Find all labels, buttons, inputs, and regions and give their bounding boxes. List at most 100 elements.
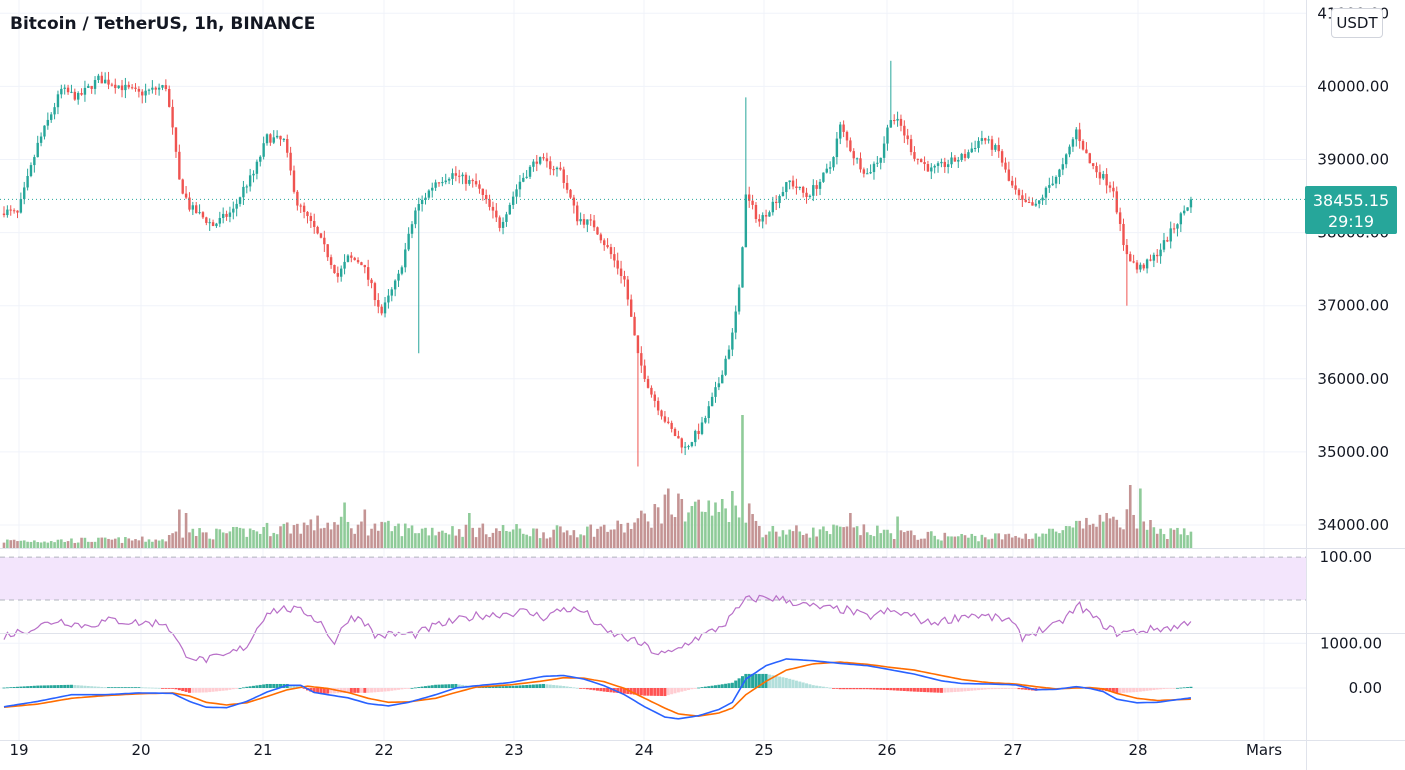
candle [134,83,137,92]
macd-hist-bar [326,688,330,694]
volume-bar [285,522,289,548]
macd-hist-bar [990,688,994,690]
rsi-band-lines [0,556,1306,601]
candle-body [323,237,326,245]
candle [589,214,592,226]
volume-bar [643,513,646,548]
candle-body [103,79,107,84]
volume-bar [289,533,292,548]
volume-bar [380,521,383,548]
volume-bar [441,530,444,548]
macd-hist-bar [373,688,377,693]
candle-body [302,205,306,212]
volume-bar [737,517,741,548]
candle [90,85,93,94]
candle [636,335,640,467]
candle-body [198,212,201,214]
candle-body [717,383,721,388]
macd-hist-bar [322,688,326,694]
volume-bar [36,542,40,548]
volume-bar [768,531,771,548]
candle [97,73,100,84]
macd-hist-bar [434,684,438,688]
macd-hist-bar [521,685,525,688]
macd-hist-bar [248,686,252,688]
volume-bar [309,519,313,548]
candle-body [1186,207,1189,211]
candle [184,186,188,200]
candle [215,222,218,228]
volume-bar [1105,513,1108,548]
candle [168,85,171,108]
volume-bar [717,511,721,548]
macd-hist-bar [943,688,947,693]
candle-body [751,200,754,205]
candle [987,135,990,144]
candle [1044,186,1048,205]
candle [481,188,485,201]
macd-hist-bar [80,685,84,688]
macd-hist-bar [130,687,134,688]
macd-hist-bar [9,687,13,688]
symbol-title[interactable]: Bitcoin / TetherUS, 1h, BINANCE [10,14,316,34]
macd-hist-bar [919,688,923,692]
candle [805,187,808,204]
macd-hist-bar [1179,687,1183,689]
macd-hist-bar [815,685,819,688]
candle [238,196,242,207]
macd-hist-bar [673,688,677,694]
candle [771,196,775,216]
volume-bar [1118,527,1122,548]
candle-body [333,264,336,274]
macd-hist-bar [96,686,100,688]
macd-hist-bar [953,688,957,693]
volume-bar [120,542,124,548]
candle-body [292,170,296,192]
candle-body [1132,261,1135,263]
macd-hist-bar [110,687,114,688]
candle [845,130,849,148]
candle [404,242,407,273]
candle [1162,232,1166,253]
candle-body [184,193,188,198]
time-axis[interactable]: 19 20 21 22 23 24 25 26 27 28 Mars [9,741,1282,759]
volume-bar [339,516,343,548]
volume-bar [343,502,346,548]
candle [946,159,950,174]
candle [346,254,350,263]
currency-button[interactable]: USDT [1331,8,1383,38]
candle-body [458,175,461,177]
candle [282,137,286,143]
candle-body [616,260,619,269]
candle [599,232,603,244]
macd-hist-bar [437,684,441,688]
volume-bar [666,488,670,548]
volume-bar [184,513,188,548]
volume-bar [552,529,555,548]
candle [559,161,562,171]
candle [1183,205,1186,216]
candle-body [417,204,420,211]
volume-bar [376,530,380,548]
macd-hist-bar [29,685,33,688]
volume-bar [221,532,225,548]
volume-bar [1068,526,1071,548]
volume-bar [53,542,56,548]
candle-body [704,418,707,423]
volume-bar [397,523,400,548]
candle-body [343,261,346,269]
volume-bar [886,529,889,548]
macd-hist-bar [720,684,724,688]
candle [643,359,646,382]
macd-hist-bar [885,688,889,691]
volume-bar [876,525,879,548]
macd-hist-bar [214,688,218,692]
price-axis[interactable]: 34000.0035000.0036000.0037000.0038000.00… [1317,4,1389,697]
candle-body [552,169,555,171]
volume-bar [1142,521,1146,548]
macd-hist-bar [933,688,937,693]
macd-hist-bar [366,688,370,693]
macd-hist-bar [19,686,23,688]
